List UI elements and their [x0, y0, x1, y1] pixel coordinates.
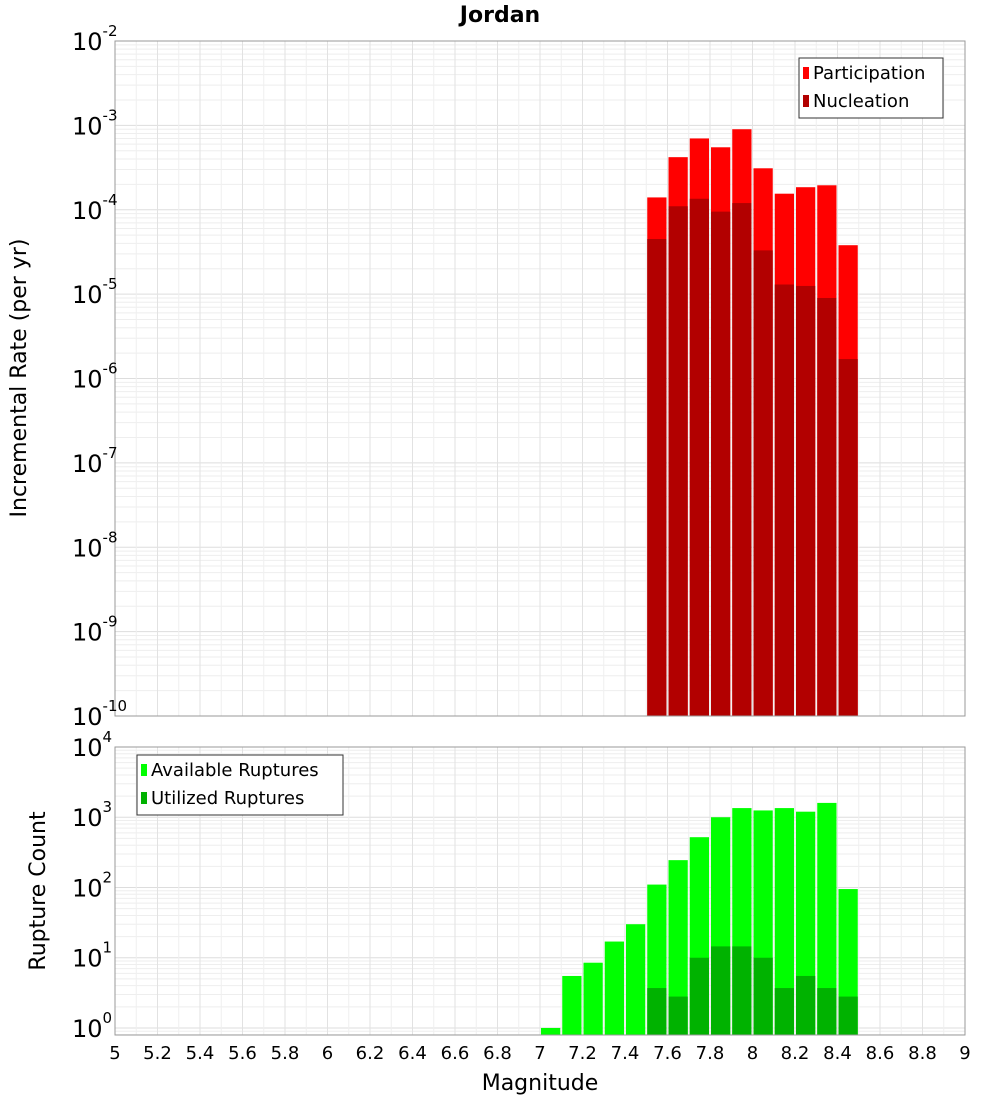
utilized-ruptures-bar: [711, 946, 731, 1035]
y-tick-label: 10-2: [72, 22, 118, 56]
y-tick-label: 102: [72, 868, 112, 902]
available-ruptures-bar: [668, 860, 688, 1035]
count-panel: 104 103 102 101 100 Rupture Count Available …: [26, 728, 966, 1043]
y-tick-label: 10-9: [72, 613, 118, 647]
available-ruptures-bar: [604, 941, 624, 1035]
legend-box: [136, 754, 344, 816]
x-tick-label: 5.8: [271, 1043, 300, 1064]
available-ruptures-bar: [583, 962, 603, 1035]
utilized-ruptures-bar: [838, 996, 858, 1035]
legend-label: Nucleation: [813, 91, 909, 112]
x-tick-label: 5: [109, 1043, 120, 1064]
y-tick-label: 10-8: [72, 528, 118, 562]
x-tick-label: 5.6: [228, 1043, 257, 1064]
y-tick-label: 103: [72, 798, 112, 832]
count-legend: Available Ruptures Utilized Ruptures: [136, 754, 344, 816]
y-tick-label: 10-7: [72, 444, 118, 478]
legend-swatch: [141, 792, 147, 804]
legend-label: Participation: [813, 63, 925, 84]
y-tick-label: 10-3: [72, 106, 118, 140]
x-tick-label: 9: [959, 1043, 970, 1064]
legend-swatch: [141, 764, 147, 776]
x-tick-label: 7.4: [611, 1043, 640, 1064]
x-tick-label: 8.2: [781, 1043, 810, 1064]
utilized-ruptures-bar: [774, 988, 794, 1035]
count-bars: [541, 802, 858, 1035]
y-tick-label: 10-10: [72, 697, 127, 731]
x-tick-label: 5.2: [143, 1043, 172, 1064]
x-axis-ticks: 5 5.2 5.4 5.6 5.8 6 6.2 6.4 6.6 6.8 7 7.2 7.4 7.6 7.8 8…: [109, 1043, 970, 1064]
x-tick-label: 6: [322, 1043, 333, 1064]
rate-plot-frame: [114, 40, 966, 717]
rate-legend: Participation Nucleation: [798, 57, 944, 119]
legend-swatch: [803, 67, 809, 79]
y-tick-label: 104: [72, 728, 112, 762]
rate-y-axis-label: Incremental Rate (per yr): [7, 239, 32, 518]
utilized-ruptures-bar: [796, 975, 816, 1035]
legend-label: Utilized Ruptures: [151, 788, 304, 809]
nucleation-bar: [711, 211, 731, 716]
available-ruptures-bar: [562, 975, 582, 1035]
x-axis-label: Magnitude: [482, 1071, 599, 1096]
nucleation-bar: [689, 198, 709, 717]
y-tick-label: 101: [72, 939, 112, 973]
utilized-ruptures-bar: [753, 957, 773, 1035]
utilized-ruptures-bar: [817, 988, 837, 1035]
y-tick-label: 10-6: [72, 360, 118, 394]
x-tick-label: 8.8: [908, 1043, 937, 1064]
x-tick-label: 7.6: [653, 1043, 682, 1064]
x-tick-label: 6.2: [356, 1043, 385, 1064]
available-ruptures-bar: [817, 802, 837, 1035]
nucleation-bar: [838, 359, 858, 716]
utilized-ruptures-bar: [732, 946, 752, 1035]
available-ruptures-bar: [774, 808, 794, 1035]
available-ruptures-bar: [626, 924, 646, 1035]
rate-y-ticks: 10-2 10-3 10-4 10-5 10-6 10-7 10-8 10-9 10-10: [72, 22, 127, 731]
x-tick-label: 7.2: [568, 1043, 597, 1064]
rate-panel: 10-2 10-3 10-4 10-5 10-6 10-7 10-8 10-9 10-10 In…: [7, 22, 966, 731]
rate-bars: [647, 129, 858, 717]
utilized-ruptures-bar: [689, 957, 709, 1035]
nucleation-bar: [647, 239, 667, 716]
x-tick-label: 6.6: [441, 1043, 470, 1064]
x-tick-label: 8.6: [866, 1043, 895, 1064]
nucleation-bar: [668, 206, 688, 716]
y-tick-label: 10-5: [72, 275, 118, 309]
nucleation-bar: [796, 285, 816, 716]
x-tick-label: 7: [534, 1043, 545, 1064]
nucleation-bar: [774, 284, 794, 716]
utilized-ruptures-bar: [647, 988, 667, 1035]
count-plot-frame: [114, 746, 966, 1036]
x-tick-label: 7.8: [696, 1043, 725, 1064]
x-tick-label: 6.4: [398, 1043, 427, 1064]
utilized-ruptures-bar: [668, 996, 688, 1035]
legend-swatch: [803, 95, 809, 107]
available-ruptures-bar: [541, 1027, 561, 1035]
nucleation-bar: [753, 250, 773, 717]
y-tick-label: 100: [72, 1009, 112, 1043]
nucleation-bar: [817, 297, 837, 716]
count-y-axis-label: Rupture Count: [26, 811, 51, 971]
rate-gridlines: [114, 41, 966, 717]
count-y-ticks: 104 103 102 101 100: [72, 728, 112, 1043]
nucleation-bar: [732, 203, 752, 716]
y-tick-label: 10-4: [72, 191, 118, 225]
x-tick-label: 5.4: [186, 1043, 215, 1064]
x-tick-label: 8.4: [823, 1043, 852, 1064]
chart-title: Jordan: [458, 3, 540, 28]
x-tick-label: 6.8: [483, 1043, 512, 1064]
legend-label: Available Ruptures: [151, 760, 319, 781]
legend-box: [798, 57, 944, 119]
x-tick-label: 8: [747, 1043, 758, 1064]
